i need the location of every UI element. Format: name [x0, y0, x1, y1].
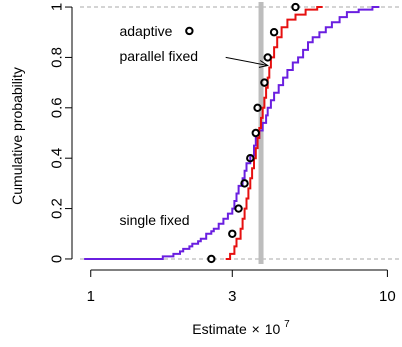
reference-lines	[80, 6, 402, 260]
adaptive-point-9	[269, 28, 279, 37]
x-axis-title: Estimate × 10 7	[192, 319, 290, 337]
y-tick-label-5: 1	[49, 3, 66, 11]
annotation-label-0: adaptive	[119, 23, 172, 39]
adaptive-point-10	[291, 2, 300, 12]
x-axis-title-base: 10	[265, 321, 281, 337]
adaptive-point-1	[228, 229, 237, 238]
adaptive-point-0	[207, 254, 216, 264]
adaptive-points	[207, 2, 300, 264]
x-axis-title-multiplier: ×	[252, 321, 260, 337]
y-tick-label-0: 0	[48, 255, 65, 263]
x-tick-label-0: 1	[87, 288, 95, 305]
annotation-arrow-head	[258, 60, 269, 68]
axes: 1 3 10 0 0.2 0.4 0.6 0.8 1	[48, 3, 395, 305]
annotations: adaptive parallel fixed single fixed	[119, 23, 269, 228]
adaptive-point-8	[263, 53, 272, 62]
adaptive-point-2	[234, 204, 243, 213]
adaptive-point-6	[253, 103, 262, 113]
y-tick-label-2: 0.4	[48, 148, 65, 169]
x-axis-title-label: Estimate	[192, 321, 247, 337]
legend-marker-adaptive	[185, 26, 194, 36]
x-tick-label-1: 3	[228, 288, 236, 305]
x-axis-title-exponent: 7	[284, 319, 290, 330]
x-tick-label-2: 10	[379, 288, 396, 305]
adaptive-point-5	[251, 128, 260, 138]
series-line-single	[84, 6, 380, 260]
series-lines	[84, 6, 380, 260]
adaptive-point-3	[240, 179, 249, 188]
y-tick-label-4: 0.8	[49, 47, 66, 68]
y-axis-title: Cumulative probability	[9, 67, 25, 205]
annotation-label-1: parallel fixed	[119, 48, 198, 64]
y-tick-label-3: 0.6	[49, 97, 66, 118]
y-tick-label-1: 0.2	[48, 198, 65, 219]
annotation-arrow	[225, 56, 268, 66]
annotation-label-2: single fixed	[119, 212, 189, 228]
adaptive-point-4	[246, 153, 255, 163]
series-line-parallel	[225, 6, 323, 260]
adaptive-point-7	[260, 78, 269, 87]
